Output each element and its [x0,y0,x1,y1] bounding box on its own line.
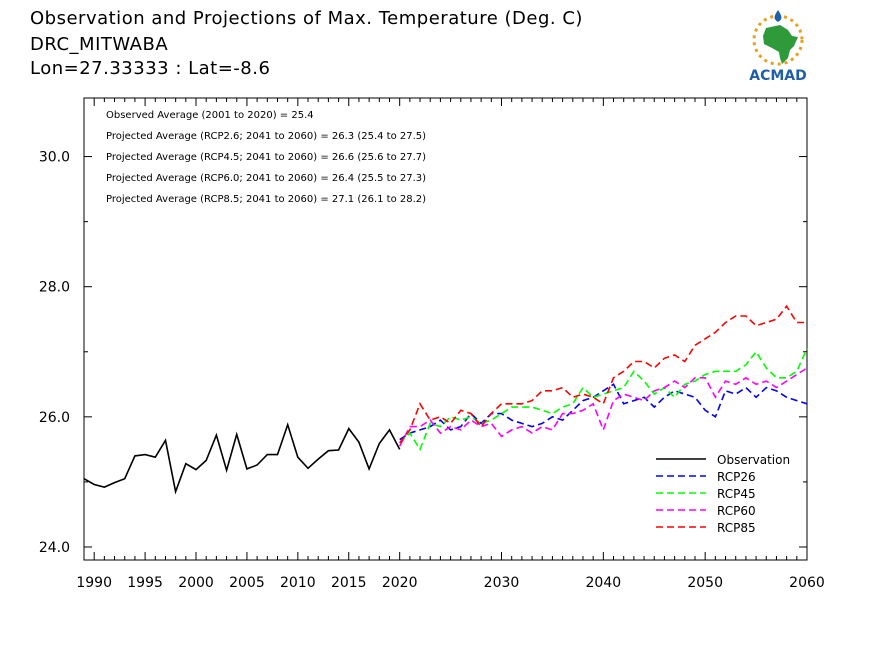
legend-label: RCP60 [717,504,756,518]
series-line-rcp60 [398,367,808,447]
annotation-text: Observed Average (2001 to 2020) = 25.4 [106,110,314,121]
x-tick-label: 1990 [76,575,112,591]
series-line-rcp26 [399,383,808,441]
annotation-text: Projected Average (RCP4.5; 2041 to 2060)… [106,152,426,163]
station-name: DRC_MITWABA [30,34,169,55]
legend-label: RCP85 [717,521,756,535]
annotation-text: Projected Average (RCP6.0; 2041 to 2060)… [106,173,426,184]
series-line-rcp85 [399,304,807,444]
x-tick-label: 2015 [331,575,367,591]
y-tick-label: 24.0 [39,540,70,556]
axis-layer: 1990 1995 2000 2005 2010 2015 2020 2030 2040 2050… [39,98,825,591]
drop-icon [774,10,782,22]
legend: Observation RCP26 RCP45 RCP60 RCP85 [656,453,790,535]
plot-frame [83,97,808,561]
plot-border [83,97,808,561]
legend-label: Observation [717,453,790,467]
location-coordinates: Lon=27.33333 : Lat=-8.6 [30,58,271,79]
annotation-text: Projected Average (RCP8.5; 2041 to 2060)… [106,194,426,205]
y-tick-label: 28.0 [39,280,70,296]
series-line-rcp45 [399,348,808,452]
acmad-logo: ACMAD [749,10,807,84]
x-tick-label: 2040 [586,575,622,591]
annotations: Observed Average (2001 to 2020) = 25.4 Pr… [106,110,426,205]
chart-title: Observation and Projections of Max. Temp… [30,8,583,29]
x-tick-label: 2050 [687,575,723,591]
annotation-text: Projected Average (RCP2.6; 2041 to 2060)… [106,131,426,142]
x-tick-label: 2020 [382,575,418,591]
legend-label: RCP45 [717,487,756,501]
logo-text: ACMAD [749,68,807,84]
legend-label: RCP26 [717,470,756,484]
x-tick-label: 2060 [789,575,825,591]
x-tick-label: 1995 [127,575,163,591]
series-line-observation [83,422,401,495]
series-layer [83,304,808,495]
x-tick-label: 2000 [178,575,214,591]
x-tick-label: 2030 [484,575,520,591]
y-tick-label: 26.0 [39,410,70,426]
x-tick-label: 2010 [280,575,316,591]
y-tick-label: 30.0 [39,150,70,166]
africa-icon [763,25,798,64]
x-tick-label: 2005 [229,575,265,591]
